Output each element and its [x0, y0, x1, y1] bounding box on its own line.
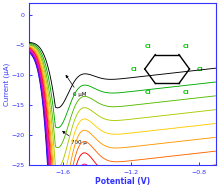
Text: 700 μ: 700 μ — [63, 131, 87, 145]
Y-axis label: Current (μA): Current (μA) — [4, 63, 10, 106]
X-axis label: Potential (V): Potential (V) — [95, 177, 150, 186]
Text: 0 μM: 0 μM — [66, 75, 86, 97]
